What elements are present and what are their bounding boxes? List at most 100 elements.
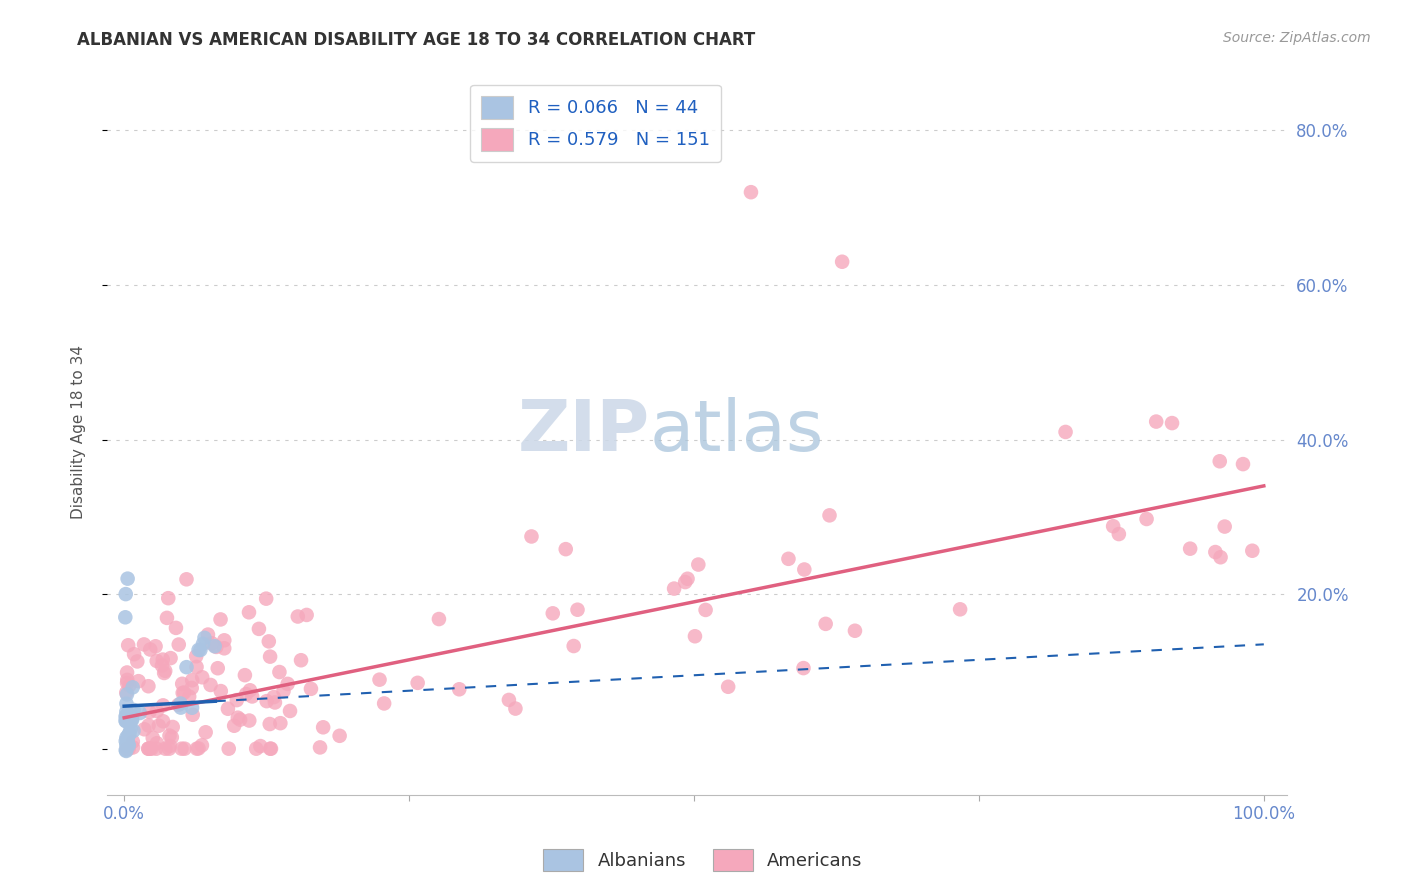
- Point: [204, 639, 226, 653]
- Point: [127, 655, 149, 669]
- Point: [273, 684, 295, 698]
- Point: [449, 682, 471, 697]
- Point: [145, 741, 167, 756]
- Point: [238, 605, 260, 619]
- Point: [207, 661, 229, 675]
- Point: [209, 684, 232, 698]
- Point: [814, 616, 837, 631]
- Point: [122, 740, 145, 755]
- Point: [157, 591, 180, 606]
- Point: [191, 670, 214, 684]
- Point: [740, 185, 762, 199]
- Legend: Albanians, Americans: Albanians, Americans: [536, 842, 870, 879]
- Point: [115, 712, 138, 726]
- Point: [312, 720, 335, 734]
- Point: [118, 739, 141, 753]
- Point: [117, 638, 139, 652]
- Point: [138, 705, 160, 719]
- Point: [1204, 545, 1226, 559]
- Point: [233, 668, 256, 682]
- Point: [120, 708, 142, 723]
- Point: [249, 739, 271, 753]
- Point: [373, 697, 395, 711]
- Point: [1209, 454, 1232, 468]
- Point: [141, 741, 163, 756]
- Point: [225, 693, 247, 707]
- Point: [218, 741, 240, 756]
- Point: [145, 654, 167, 668]
- Point: [138, 679, 160, 693]
- Point: [118, 728, 141, 742]
- Point: [197, 627, 219, 641]
- Point: [136, 741, 159, 756]
- Point: [129, 706, 152, 720]
- Point: [170, 741, 193, 756]
- Point: [115, 731, 138, 745]
- Text: ZIP: ZIP: [517, 397, 650, 467]
- Point: [240, 690, 263, 704]
- Point: [159, 729, 181, 743]
- Point: [239, 683, 262, 698]
- Point: [191, 637, 214, 651]
- Point: [269, 716, 291, 731]
- Point: [205, 640, 228, 654]
- Point: [155, 741, 177, 756]
- Point: [676, 572, 699, 586]
- Point: [117, 713, 139, 727]
- Point: [209, 612, 232, 626]
- Point: [115, 697, 138, 711]
- Point: [329, 729, 352, 743]
- Point: [142, 731, 165, 745]
- Point: [520, 529, 543, 543]
- Point: [186, 660, 208, 674]
- Point: [134, 723, 156, 737]
- Point: [139, 642, 162, 657]
- Point: [212, 641, 235, 656]
- Point: [235, 687, 257, 701]
- Point: [498, 693, 520, 707]
- Point: [120, 722, 142, 736]
- Y-axis label: Disability Age 18 to 34: Disability Age 18 to 34: [72, 345, 86, 519]
- Point: [191, 739, 214, 753]
- Point: [152, 714, 174, 729]
- Point: [176, 572, 198, 586]
- Point: [554, 542, 576, 557]
- Point: [259, 717, 281, 731]
- Point: [1144, 415, 1167, 429]
- Point: [193, 631, 215, 645]
- Point: [287, 609, 309, 624]
- Text: ALBANIAN VS AMERICAN DISABILITY AGE 18 TO 34 CORRELATION CHART: ALBANIAN VS AMERICAN DISABILITY AGE 18 T…: [77, 31, 755, 49]
- Point: [122, 703, 145, 717]
- Point: [201, 636, 224, 650]
- Point: [567, 603, 589, 617]
- Point: [114, 743, 136, 757]
- Point: [562, 639, 585, 653]
- Point: [831, 254, 853, 268]
- Point: [238, 714, 260, 728]
- Point: [541, 607, 564, 621]
- Point: [146, 704, 169, 718]
- Point: [148, 719, 170, 733]
- Point: [156, 611, 179, 625]
- Point: [115, 665, 138, 680]
- Point: [257, 634, 280, 648]
- Point: [118, 741, 141, 756]
- Point: [245, 741, 267, 756]
- Point: [226, 711, 249, 725]
- Point: [115, 686, 138, 700]
- Point: [662, 582, 685, 596]
- Point: [121, 712, 143, 726]
- Point: [115, 732, 138, 747]
- Point: [278, 704, 301, 718]
- Point: [162, 720, 184, 734]
- Point: [260, 741, 283, 756]
- Point: [118, 712, 141, 726]
- Point: [121, 681, 143, 695]
- Point: [115, 714, 138, 728]
- Point: [167, 638, 190, 652]
- Point: [115, 687, 138, 701]
- Point: [368, 673, 391, 687]
- Point: [190, 643, 212, 657]
- Point: [122, 723, 145, 738]
- Point: [187, 741, 209, 756]
